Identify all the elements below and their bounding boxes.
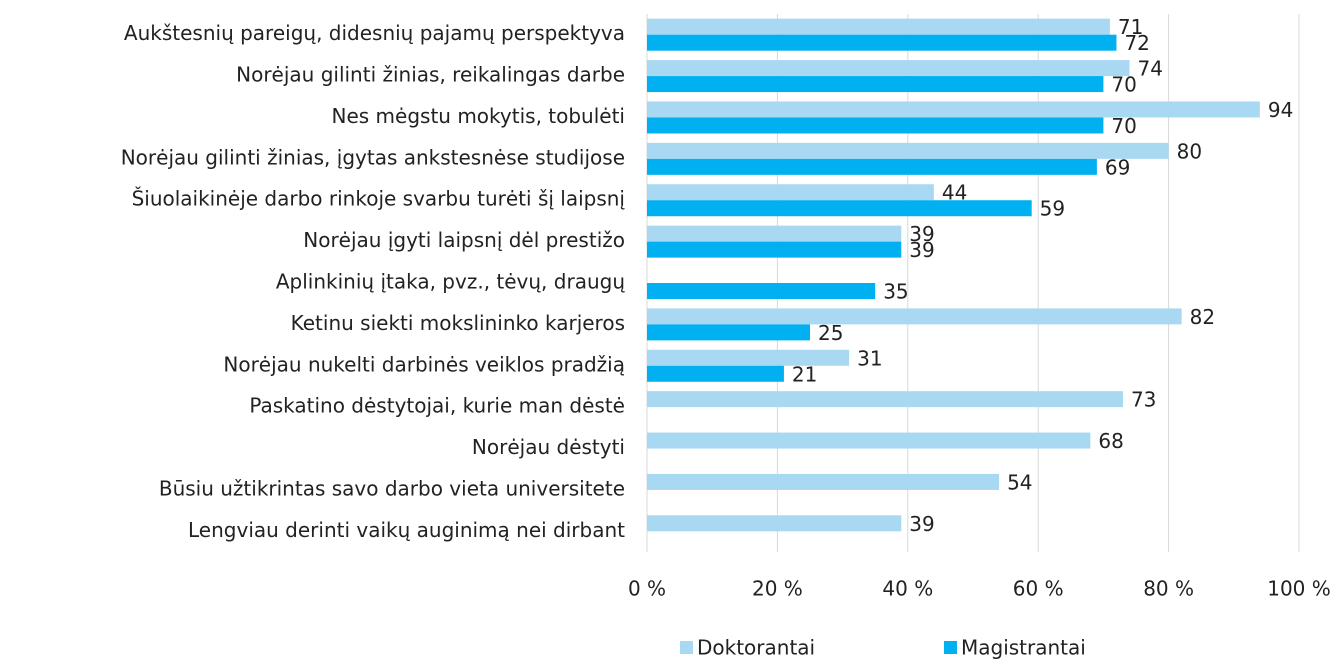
bar [647,308,1182,325]
bar [647,18,1110,35]
value-label: 39 [909,222,934,246]
category-label: Lengviau derinti vaikų auginimą nei dirb… [188,518,625,542]
value-label: 72 [1124,31,1149,55]
bar [647,241,902,258]
value-label: 82 [1190,305,1215,329]
value-label: 39 [909,238,934,262]
bar [647,473,1000,490]
bar [647,515,902,532]
legend-swatch [680,641,693,654]
bar [647,324,810,341]
bar [647,432,1091,449]
value-label: 21 [792,362,817,386]
value-label: 80 [1177,139,1202,163]
x-tick-label: 60 % [1013,577,1064,601]
value-label: 54 [1007,470,1032,494]
bar [647,283,876,299]
category-label: Šiuolaikinėje darbo rinkoje svarbu turėt… [132,187,626,211]
value-label: 59 [1040,197,1065,221]
bar [647,34,1117,51]
x-tick-label: 20 % [752,577,803,601]
value-label: 25 [818,321,843,345]
category-label: Norėjau gilinti žinias, įgytas ankstesnė… [121,145,625,169]
value-label: 70 [1111,114,1136,138]
bar [647,391,1123,408]
value-label: 68 [1098,429,1123,453]
bar [647,365,784,382]
legend-label: Doktorantai [697,636,815,660]
category-label: Aukštesnių pareigų, didesnių pajamų pers… [124,21,625,45]
value-label: 70 [1111,73,1136,97]
value-label: 69 [1105,155,1130,179]
bar [647,117,1104,134]
value-label: 73 [1131,388,1156,412]
category-label: Norėjau gilinti žinias, reikalingas darb… [236,63,625,87]
value-label: 39 [909,512,934,536]
value-label: 35 [883,280,908,304]
category-label: Paskatino dėstytojai, kurie man dėstė [249,394,625,418]
bar [647,225,902,242]
bar [647,76,1104,93]
bar [647,158,1097,175]
category-label: Būsiu užtikrintas savo darbo vieta unive… [159,476,625,500]
x-tick-label: 80 % [1143,577,1194,601]
x-tick-label: 40 % [882,577,933,601]
value-label: 31 [857,346,882,370]
category-label: Nes mėgstu mokytis, tobulėti [332,104,626,128]
category-label: Norėjau įgyti laipsnį dėl prestižo [303,228,625,252]
value-label: 94 [1268,98,1293,122]
bar [647,200,1032,217]
bar [647,142,1169,159]
category-label: Norėjau dėstyti [472,435,625,459]
x-tick-label: 0 % [628,577,666,601]
bar [647,60,1130,77]
category-label: Aplinkinių įtaka, pvz., tėvų, draugų [276,270,625,294]
bar [647,349,850,366]
legend-swatch [944,641,957,654]
bar [647,184,934,201]
category-label: Ketinu siekti mokslininko karjeros [291,311,625,335]
legend-label: Magistrantai [961,636,1086,660]
value-label: 71 [1118,15,1143,39]
bar [647,101,1260,118]
x-tick-label: 100 % [1267,577,1331,601]
value-label: 74 [1137,57,1162,81]
category-label: Norėjau nukelti darbinės veiklos pradžią [223,352,625,376]
